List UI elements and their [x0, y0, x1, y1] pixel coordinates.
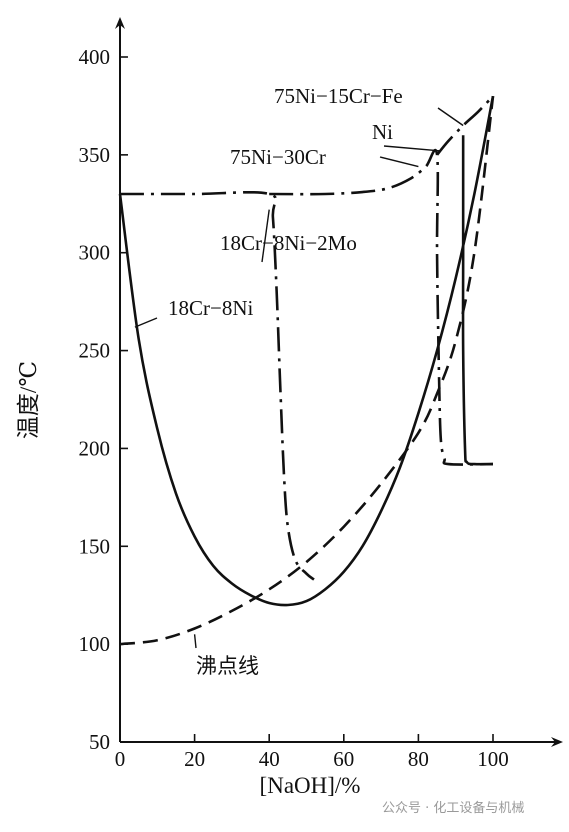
x-tick-label: 20 [184, 747, 205, 771]
ticks: 0 20 40 60 80 100 50 100 150 200 250 300 350 400 [79, 45, 509, 771]
x-tick-label: 60 [333, 747, 354, 771]
label-boiling-line: 沸点线 [196, 654, 259, 678]
x-tick-label: 100 [477, 747, 509, 771]
y-tick-label: 350 [79, 143, 111, 167]
series-line-1 [119, 190, 315, 581]
label-18cr-8ni-2mo: 18Cr−8Ni−2Mo [220, 231, 357, 255]
x-tick-label: 40 [259, 747, 280, 771]
series-line-4 [461, 135, 494, 466]
x-tick-label: 80 [408, 747, 429, 771]
x-axis-title: [NaOH]/% [260, 773, 361, 798]
x-tick-label: 0 [115, 747, 126, 771]
leader-line [134, 317, 158, 328]
series-line-3 [436, 95, 494, 156]
y-tick-label: 400 [79, 45, 111, 69]
leader-line [437, 107, 464, 127]
label-18cr-8ni: 18Cr−8Ni [168, 296, 254, 320]
y-tick-label: 150 [79, 534, 111, 558]
annotation-leaders [134, 107, 464, 649]
series-line-2 [269, 148, 494, 466]
leader-line [383, 145, 441, 152]
y-tick-label: 250 [79, 339, 111, 363]
label-75ni-15cr-fe: 75Ni−15Cr−Fe [274, 84, 403, 108]
y-tick-label: 300 [79, 241, 111, 265]
leader-line [379, 156, 419, 168]
y-tick-label: 200 [79, 436, 111, 460]
label-ni: Ni [372, 120, 393, 144]
y-axis-title: 温度/℃ [16, 361, 41, 439]
series-line-5 [119, 95, 495, 646]
watermark: 公众号 · 化工设备与机械 [382, 800, 524, 816]
series-line-0 [118, 95, 495, 607]
leader-line [193, 634, 197, 649]
leader-line [261, 209, 270, 263]
label-75ni-30cr: 75Ni−30Cr [230, 145, 326, 169]
y-tick-label: 50 [89, 730, 110, 754]
y-tick-label: 100 [79, 632, 111, 656]
series-group [118, 95, 495, 646]
